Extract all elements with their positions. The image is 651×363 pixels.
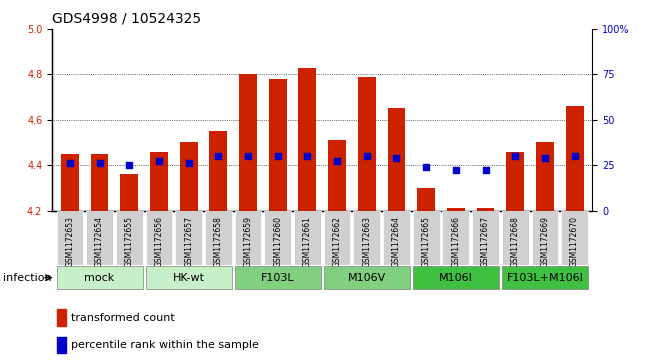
Bar [90,154,109,211]
Point [64,160,75,166]
Point [302,153,312,159]
Bar [506,152,524,211]
FancyBboxPatch shape [234,266,321,289]
Text: M106V: M106V [348,273,386,283]
Text: GSM1172655: GSM1172655 [125,216,133,267]
FancyBboxPatch shape [86,211,113,265]
FancyBboxPatch shape [502,211,529,265]
Point [480,167,491,173]
Text: GSM1172668: GSM1172668 [511,216,519,267]
Text: GSM1172670: GSM1172670 [570,216,579,267]
Text: infection: infection [3,273,51,283]
Bar [358,77,376,211]
Text: GDS4998 / 10524325: GDS4998 / 10524325 [52,11,201,25]
FancyBboxPatch shape [532,211,559,265]
FancyBboxPatch shape [294,211,321,265]
Text: percentile rank within the sample: percentile rank within the sample [71,340,259,350]
Text: GSM1172656: GSM1172656 [154,216,163,267]
Bar [239,74,257,211]
Bar [417,188,435,211]
FancyBboxPatch shape [413,266,499,289]
FancyBboxPatch shape [175,211,202,265]
FancyBboxPatch shape [472,211,499,265]
Text: GSM1172659: GSM1172659 [243,216,253,267]
Point [570,153,580,159]
Text: GSM1172661: GSM1172661 [303,216,312,267]
Text: GSM1172666: GSM1172666 [451,216,460,267]
Bar [566,106,583,211]
Text: GSM1172664: GSM1172664 [392,216,401,267]
Point [450,167,461,173]
Text: GSM1172658: GSM1172658 [214,216,223,267]
FancyBboxPatch shape [324,211,350,265]
Bar [120,174,138,211]
FancyBboxPatch shape [264,211,291,265]
Text: M106I: M106I [439,273,473,283]
FancyBboxPatch shape [353,211,380,265]
FancyBboxPatch shape [234,211,262,265]
Bar [387,109,406,211]
FancyBboxPatch shape [57,211,83,265]
Bar [57,337,66,353]
Text: GSM1172663: GSM1172663 [362,216,371,267]
FancyBboxPatch shape [413,211,439,265]
Bar [299,68,316,211]
Bar [269,79,286,211]
FancyBboxPatch shape [443,211,469,265]
Bar [150,152,168,211]
Point [124,162,135,168]
Point [273,153,283,159]
Text: F103L: F103L [261,273,294,283]
Text: mock: mock [85,273,115,283]
Point [361,153,372,159]
FancyBboxPatch shape [146,211,173,265]
Point [184,160,194,166]
FancyBboxPatch shape [561,211,588,265]
Point [510,153,520,159]
Bar [477,208,495,211]
Bar [536,143,554,211]
Text: GSM1172657: GSM1172657 [184,216,193,267]
Point [421,164,432,170]
Bar [61,154,79,211]
Point [94,160,105,166]
Bar [57,309,66,326]
Point [213,153,223,159]
FancyBboxPatch shape [205,211,232,265]
Point [243,153,253,159]
Text: GSM1172669: GSM1172669 [540,216,549,267]
Point [154,158,164,164]
Text: GSM1172660: GSM1172660 [273,216,283,267]
Bar [328,140,346,211]
Bar [210,131,227,211]
Point [391,155,402,161]
Point [540,155,550,161]
FancyBboxPatch shape [502,266,588,289]
Text: GSM1172654: GSM1172654 [95,216,104,267]
FancyBboxPatch shape [146,266,232,289]
Bar [180,143,197,211]
Text: GSM1172665: GSM1172665 [422,216,431,267]
Text: GSM1172653: GSM1172653 [65,216,74,267]
FancyBboxPatch shape [324,266,410,289]
Text: HK-wt: HK-wt [173,273,204,283]
FancyBboxPatch shape [57,266,143,289]
Text: GSM1172662: GSM1172662 [333,216,342,267]
FancyBboxPatch shape [383,211,410,265]
Text: GSM1172667: GSM1172667 [481,216,490,267]
FancyBboxPatch shape [116,211,143,265]
Text: transformed count: transformed count [71,313,174,323]
Bar [447,208,465,211]
Text: F103L+M106I: F103L+M106I [506,273,583,283]
Point [332,158,342,164]
